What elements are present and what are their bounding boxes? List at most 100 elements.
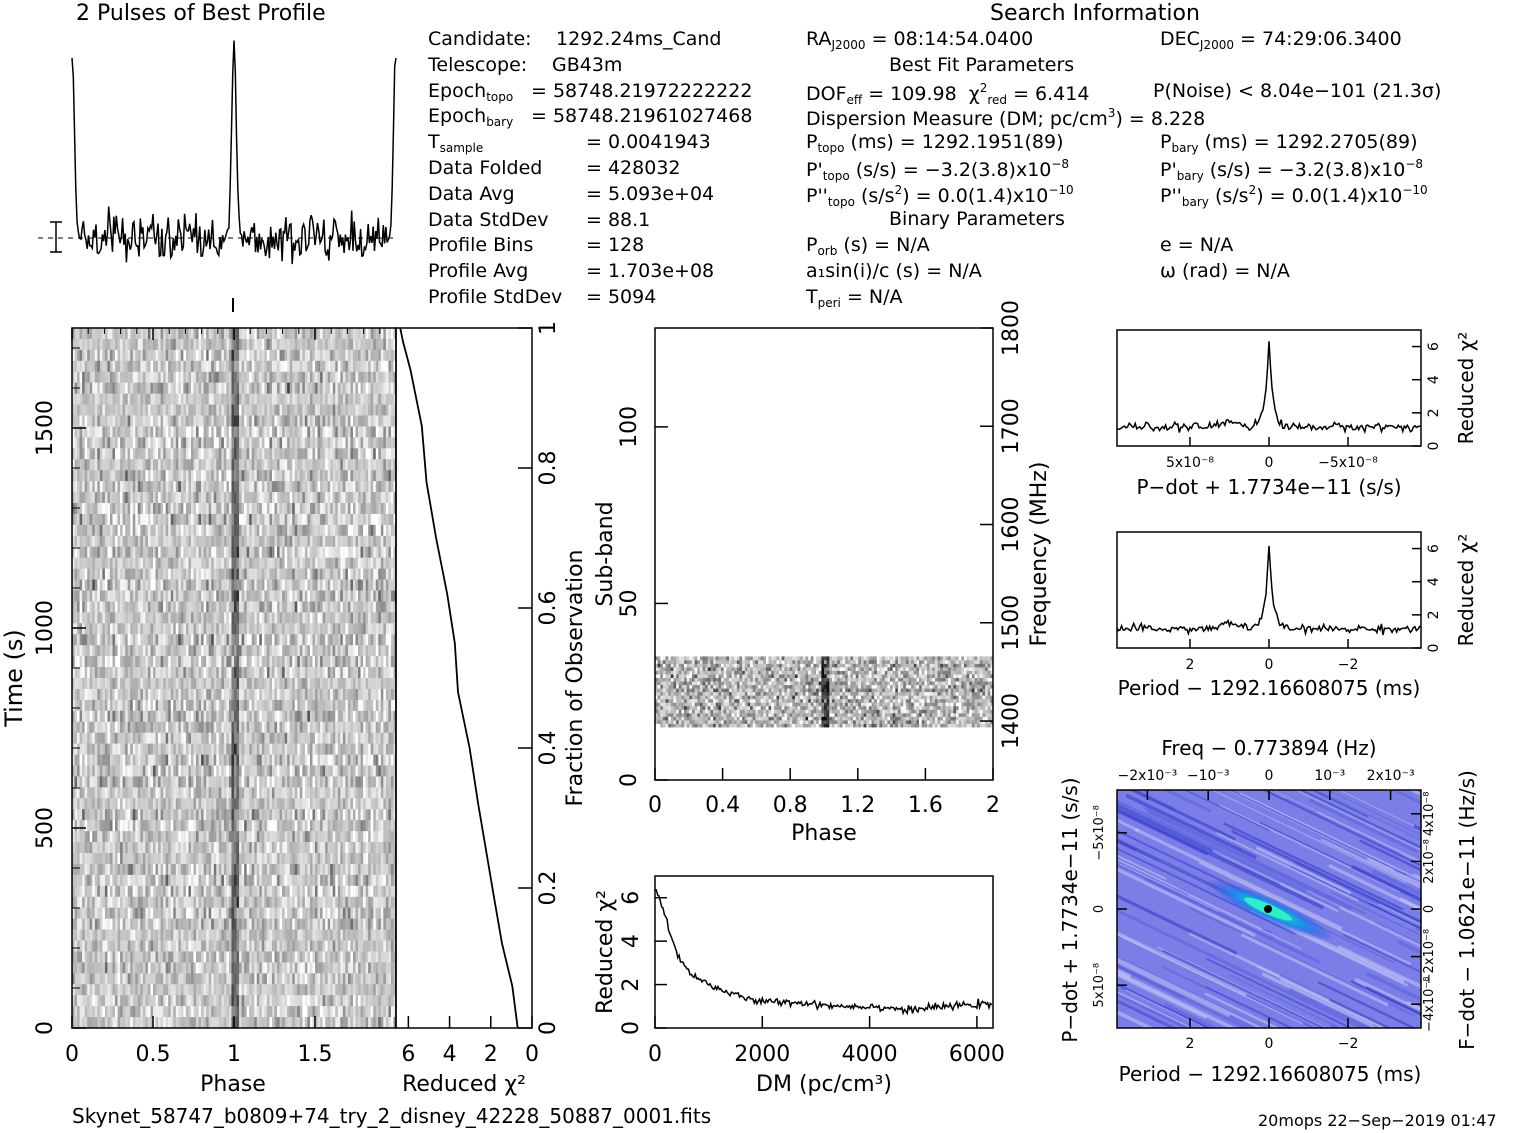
time-phase-cell <box>170 667 174 679</box>
time-phase-cell <box>77 503 80 515</box>
time-phase-cell <box>155 404 159 416</box>
time-phase-cell <box>216 678 220 690</box>
time-phase-cell <box>297 481 301 493</box>
time-phase-cell <box>254 426 258 438</box>
time-phase-cell <box>388 481 392 493</box>
time-phase-cell <box>322 634 326 646</box>
time-phase-cell <box>309 524 313 537</box>
time-phase-cell <box>183 667 187 679</box>
time-phase-cell <box>302 732 306 745</box>
time-phase-cell <box>158 393 161 405</box>
time-phase-cell <box>213 721 217 734</box>
time-phase-cell <box>218 678 222 690</box>
time-phase-cell <box>297 721 301 734</box>
time-phase-cell <box>388 732 392 745</box>
time-phase-cell <box>385 393 389 405</box>
time-phase-cell <box>115 678 118 690</box>
time-phase-cell <box>345 459 349 471</box>
time-phase-cell <box>147 710 151 723</box>
time-phase-cell <box>315 349 318 362</box>
time-phase-cell <box>94 338 98 351</box>
time-phase-cell <box>89 546 93 559</box>
time-phase-cell <box>269 415 273 427</box>
time-phase-cell <box>211 535 215 548</box>
time-phase-cell <box>292 557 296 570</box>
time-phase-cell <box>231 688 235 701</box>
time-phase-cell <box>261 557 265 570</box>
time-phase-cell <box>340 338 344 351</box>
time-phase-cell <box>193 426 197 438</box>
time-phase-cell <box>84 546 88 559</box>
time-phase-cell <box>145 601 149 613</box>
time-phase-cell <box>309 382 313 395</box>
time-phase-cell <box>216 371 220 384</box>
time-phase-cell <box>89 524 93 537</box>
time-phase-cell <box>216 557 220 570</box>
time-phase-cell <box>282 524 286 537</box>
time-phase-cell <box>178 535 182 548</box>
time-phase-cell <box>378 678 382 690</box>
time-phase-cell <box>320 688 323 701</box>
time-phase-cell <box>89 579 93 591</box>
time-phase-cell <box>360 426 364 438</box>
time-phase-cell <box>350 623 354 635</box>
time-phase-cell <box>352 546 356 559</box>
time-phase-cell <box>102 426 106 438</box>
time-phase-cell <box>226 513 230 526</box>
time-phase-cell <box>216 568 220 580</box>
time-phase-cell <box>345 338 349 351</box>
time-phase-cell <box>287 524 291 537</box>
time-phase-cell <box>264 645 268 657</box>
time-phase-cell <box>228 459 232 471</box>
time-phase-cell <box>185 743 189 755</box>
time-phase-cell <box>163 393 167 405</box>
time-phase-cell <box>309 513 313 526</box>
time-phase-cell <box>327 678 331 690</box>
time-phase-cell <box>254 349 258 362</box>
time-phase-cell <box>289 426 293 438</box>
time-phase-cell <box>102 557 106 570</box>
time-phase-cell <box>380 426 384 438</box>
time-phase-cell <box>206 710 210 723</box>
time-phase-cell <box>315 721 318 734</box>
time-phase-cell <box>383 710 387 723</box>
time-phase-cell <box>135 448 139 460</box>
time-phase-cell <box>236 448 240 460</box>
time-phase-cell <box>332 732 336 745</box>
time-phase-cell <box>241 535 245 548</box>
time-phase-cell <box>302 688 306 701</box>
time-phase-cell <box>375 656 379 668</box>
time-phase-cell <box>117 601 121 613</box>
time-phase-cell <box>115 590 118 602</box>
time-phase-cell <box>178 382 182 395</box>
time-phase-cell <box>89 568 93 580</box>
time-phase-cell <box>82 721 86 734</box>
time-phase-cell <box>393 612 396 624</box>
time-phase-cell <box>342 688 346 701</box>
time-phase-cell <box>365 338 369 351</box>
time-phase-cell <box>183 513 187 526</box>
time-phase-cell <box>312 503 316 515</box>
time-phase-cell <box>135 404 139 416</box>
time-phase-cell <box>117 743 121 755</box>
time-phase-cell <box>140 426 144 438</box>
time-phase-cell <box>388 721 392 734</box>
time-phase-cell <box>244 382 248 395</box>
time-phase-cell <box>84 492 88 504</box>
time-phase-cell <box>142 535 146 548</box>
time-phase-cell <box>345 601 349 613</box>
time-phase-cell <box>239 415 242 427</box>
time-phase-cell <box>153 470 156 482</box>
time-phase-cell <box>266 601 270 613</box>
time-phase-cell <box>345 732 349 745</box>
time-phase-cell <box>390 470 394 482</box>
time-phase-cell <box>234 437 237 449</box>
time-phase-cell <box>165 557 169 570</box>
time-phase-cell <box>317 612 321 624</box>
candidate-info-row: Profile Bins <box>428 236 533 255</box>
time-phase-cell <box>115 710 118 723</box>
time-phase-cell <box>170 426 174 438</box>
time-phase-cell <box>309 645 313 657</box>
time-phase-cell <box>228 568 232 580</box>
time-phase-cell <box>153 371 156 384</box>
